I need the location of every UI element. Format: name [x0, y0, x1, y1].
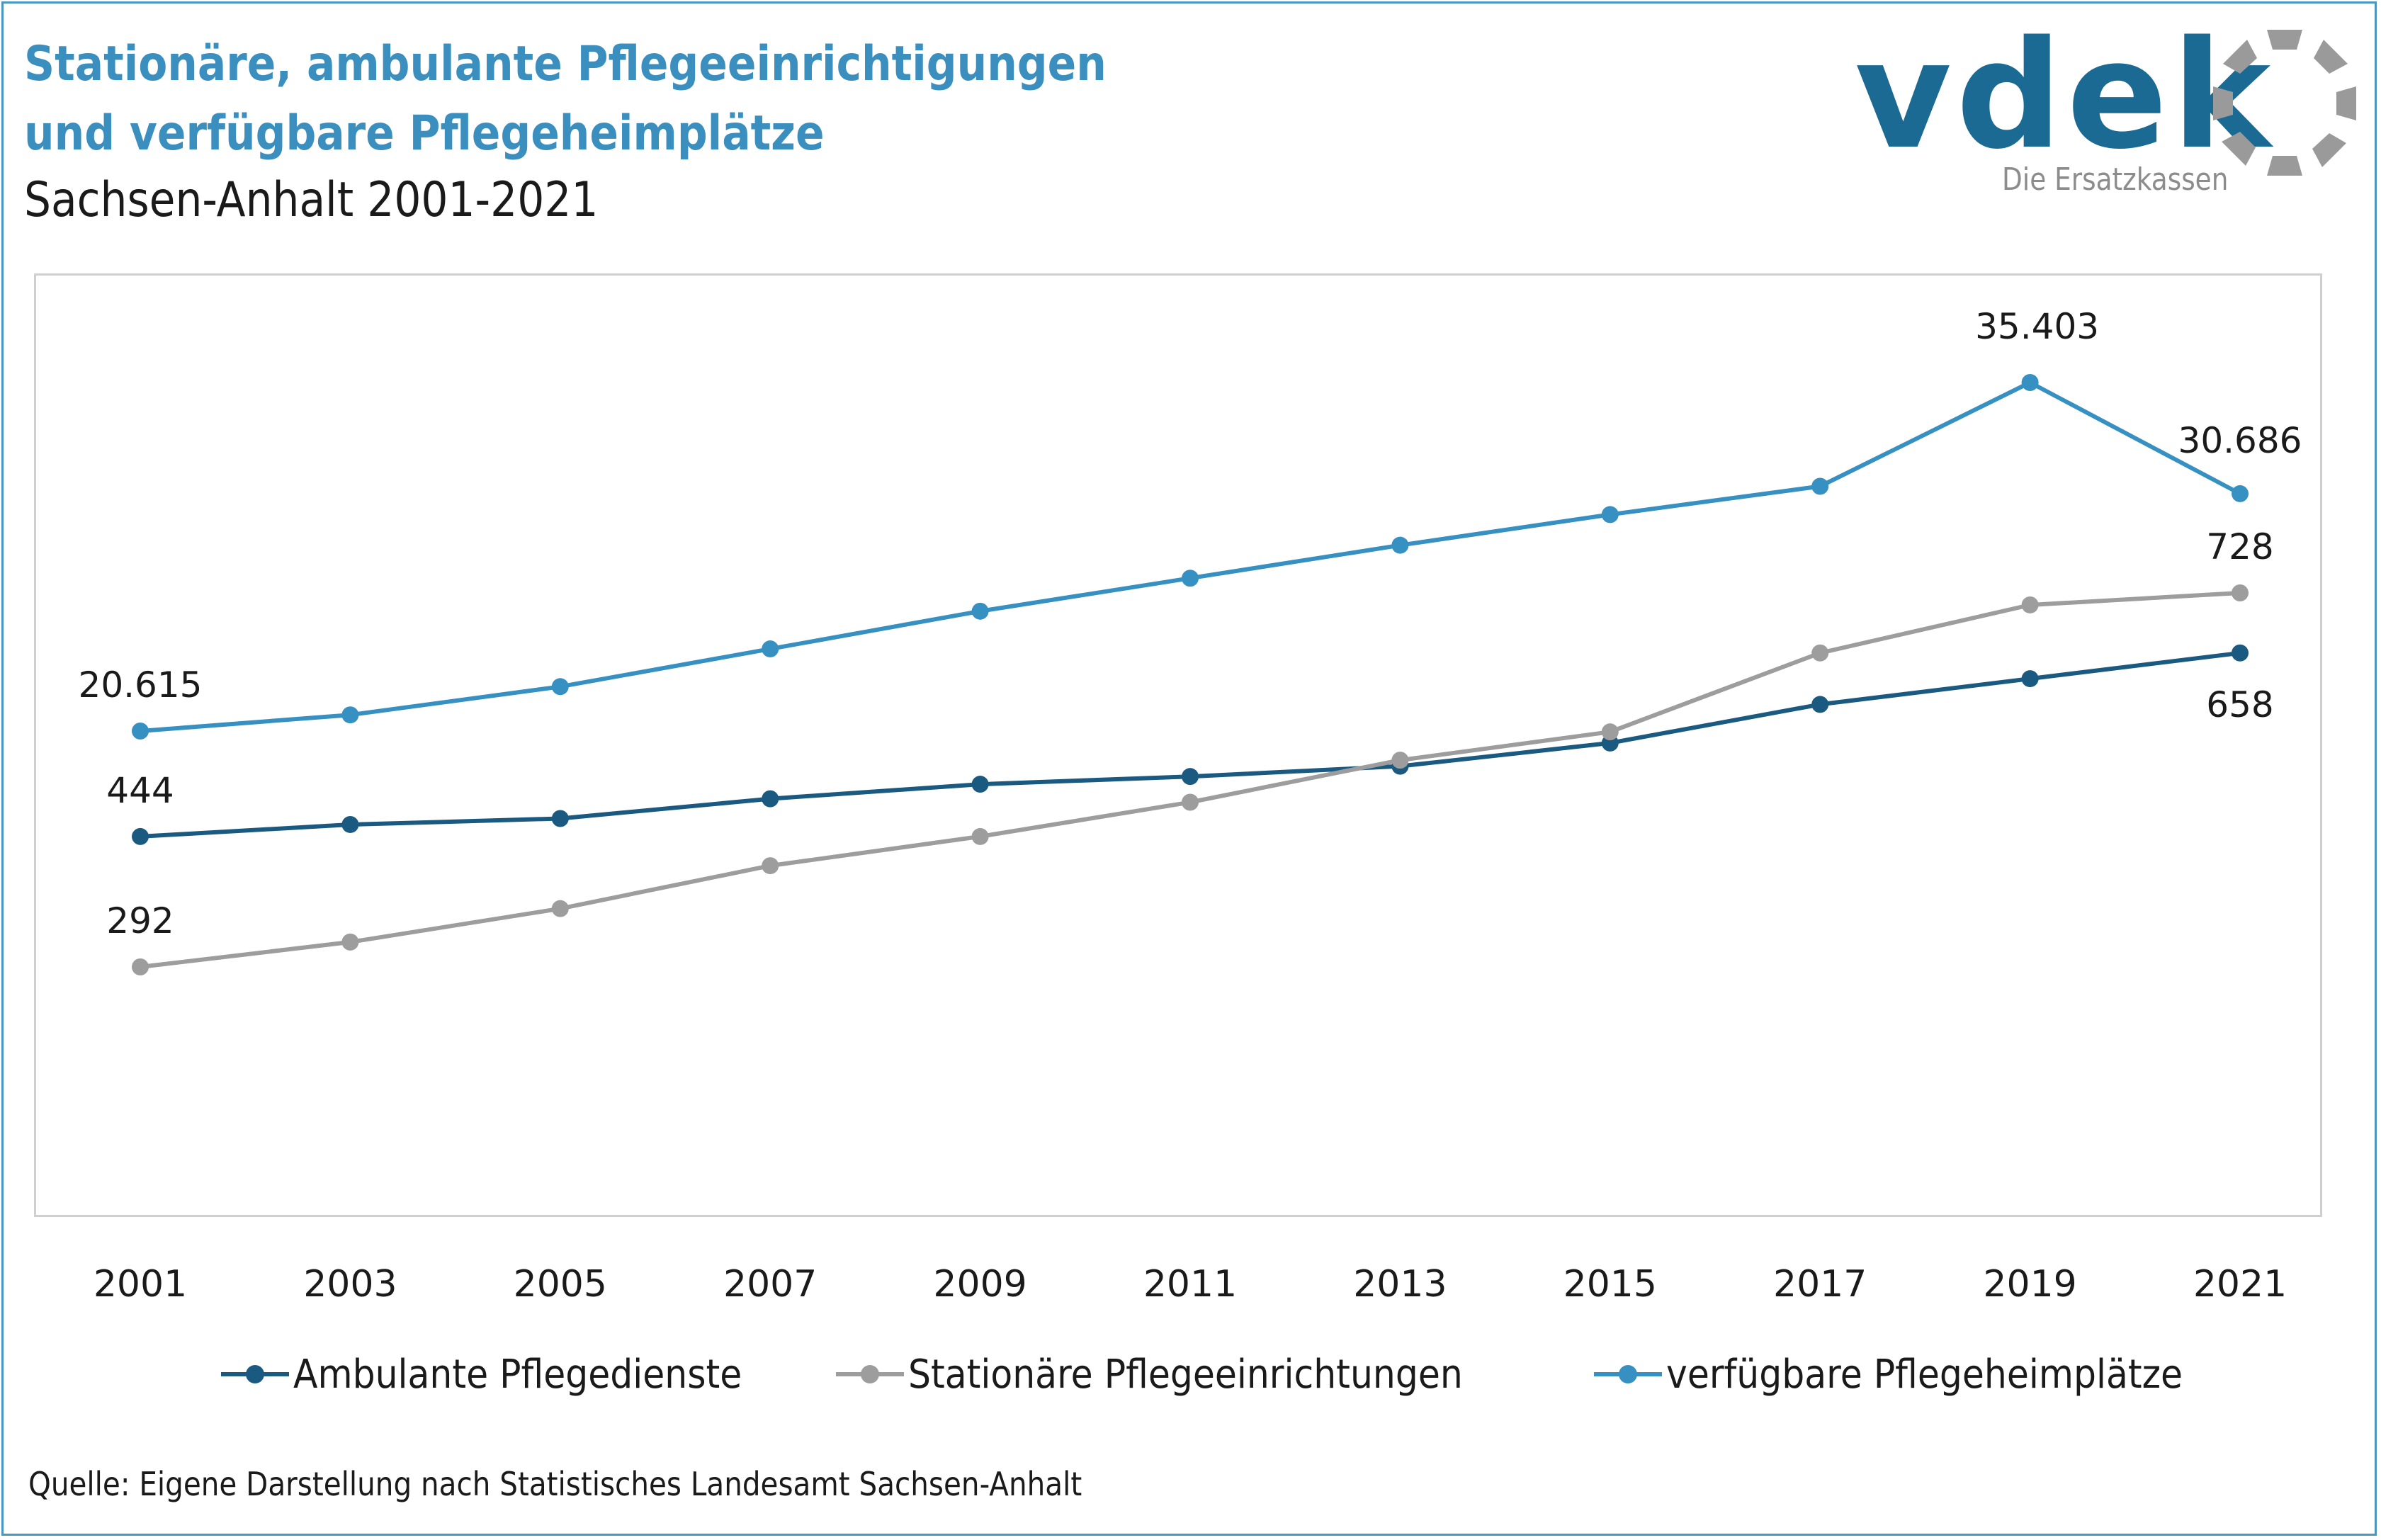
legend-label: Ambulante Pflegedienste [293, 1351, 742, 1398]
data-label: 30.686 [2178, 420, 2302, 461]
data-point [1811, 644, 1829, 662]
chart-subtitle: Sachsen-Anhalt 2001-2021 [24, 172, 599, 228]
series-layer [132, 374, 2249, 975]
data-point [971, 776, 989, 793]
data-label-layer: 444 658 292 728 20.615 35.403 30.686 [79, 306, 2302, 941]
chart-title: Stationäre, ambulante Pflegeeinrichtigun… [24, 30, 1107, 169]
x-tick-label: 2001 [94, 1263, 187, 1306]
legend-item: Stationäre Pflegeeinrichtungen [836, 1346, 1525, 1403]
data-point [762, 640, 779, 658]
legend-item: Ambulante Pflegedienste [221, 1346, 792, 1403]
vdek-logo: vdek Die Ersatzkassen [1842, 14, 2380, 213]
logo-wordmark: vdek [1855, 9, 2275, 182]
data-point [1182, 570, 1199, 587]
x-tick-label: 2021 [2193, 1263, 2287, 1306]
logo-tagline: Die Ersatzkassen [2002, 162, 2229, 198]
data-point [132, 958, 149, 975]
data-label: 20.615 [79, 664, 203, 706]
data-point [2021, 374, 2039, 391]
data-point [1391, 752, 1409, 769]
data-point [551, 900, 569, 917]
data-point [2232, 644, 2249, 662]
x-tick-label: 2005 [514, 1263, 607, 1306]
data-point [132, 827, 149, 845]
chart-legend: Ambulante Pflegedienste Stationäre Pflege… [0, 1346, 2381, 1403]
data-point [971, 827, 989, 845]
x-tick-label: 2003 [303, 1263, 397, 1306]
data-point [132, 723, 149, 740]
data-label: 728 [2206, 526, 2273, 567]
x-tick-label: 2013 [1353, 1263, 1447, 1306]
data-point [341, 815, 359, 833]
series-line [140, 380, 2241, 733]
data-point [551, 678, 569, 696]
data-point [2232, 584, 2249, 601]
legend-label: verfügbare Pflegeheimplätze [1666, 1351, 2183, 1398]
x-tick-label: 2015 [1563, 1263, 1657, 1306]
data-point [1601, 506, 1619, 523]
data-point [2021, 596, 2039, 613]
data-point [1811, 696, 1829, 713]
data-label: 292 [106, 900, 174, 941]
series-1 [132, 644, 2249, 845]
legend-swatch-icon [1594, 1346, 1662, 1403]
data-point [971, 602, 989, 620]
data-point [1182, 768, 1199, 786]
plot-area-frame [34, 273, 2322, 1217]
x-axis-tick-labels: 2001 2003 2005 2007 2009 2011 2013 2015 2017 2019… [94, 1263, 2287, 1306]
data-point [341, 706, 359, 724]
data-label: 35.403 [1975, 306, 2099, 347]
x-tick-label: 2019 [1983, 1263, 2076, 1306]
data-point [1601, 723, 1619, 741]
legend-swatch-icon [836, 1346, 904, 1403]
data-point [1811, 477, 1829, 495]
series-2 [132, 584, 2249, 975]
legend-item: verfügbare Pflegeheimplätze [1594, 1346, 2240, 1403]
data-point [341, 933, 359, 951]
legend-label: Stationäre Pflegeeinrichtungen [908, 1351, 1463, 1398]
legend-swatch-icon [221, 1346, 289, 1403]
series-3 [132, 374, 2249, 740]
data-point [762, 790, 779, 808]
logo-ring-icon [2213, 30, 2356, 176]
chart-title-line-1: Stationäre, ambulante Pflegeeinrichtigun… [24, 36, 1107, 92]
x-tick-label: 2017 [1773, 1263, 1867, 1306]
data-point [2021, 670, 2039, 688]
x-tick-label: 2007 [723, 1263, 817, 1306]
data-point [2232, 485, 2249, 502]
data-point [1182, 793, 1199, 811]
chart-title-line-2: und verfügbare Pflegeheimplätze [24, 106, 825, 162]
data-label: 658 [2206, 684, 2273, 725]
x-tick-label: 2011 [1143, 1263, 1237, 1306]
data-point [1391, 536, 1409, 554]
data-point [762, 857, 779, 875]
data-label: 444 [106, 770, 174, 811]
data-point [551, 810, 569, 827]
source-note: Quelle: Eigene Darstellung nach Statisti… [28, 1465, 1082, 1503]
x-tick-label: 2009 [933, 1263, 1027, 1306]
